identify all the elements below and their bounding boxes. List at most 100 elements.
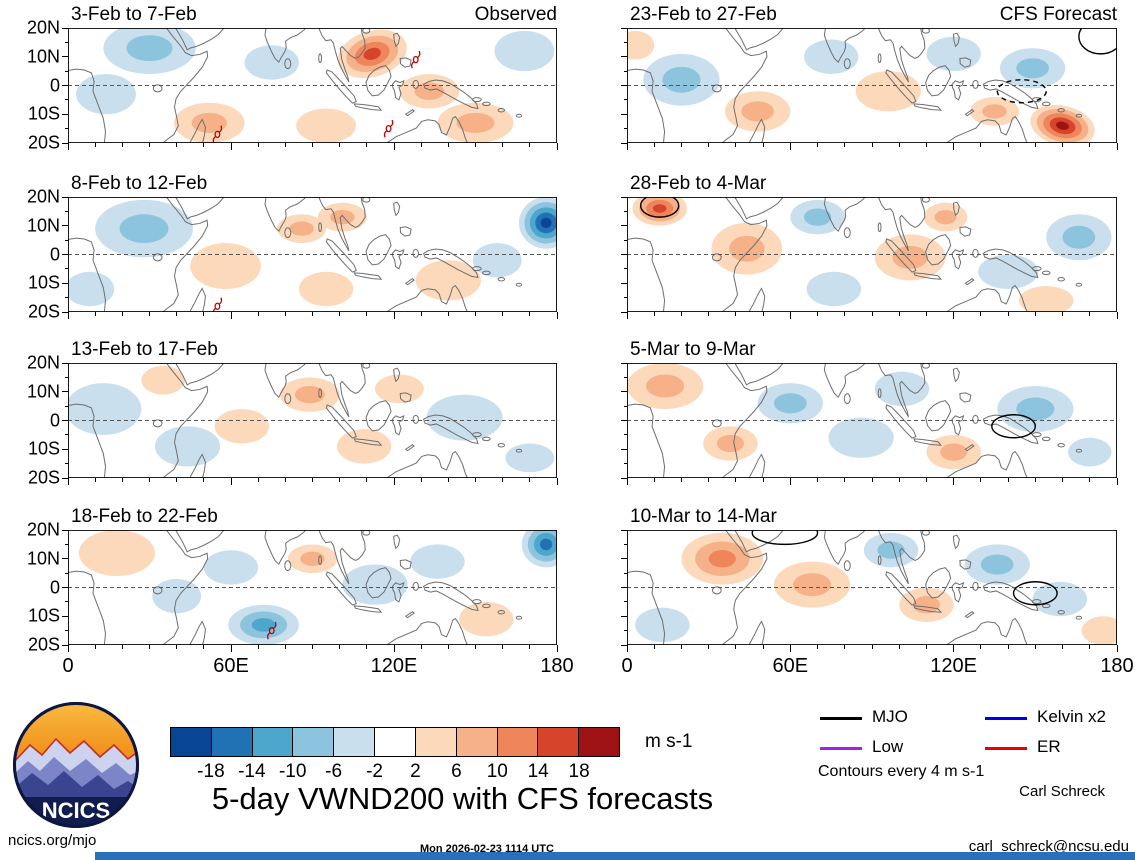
x-tick <box>176 312 178 316</box>
colorbar-level-label: -10 <box>278 761 307 782</box>
y-tick <box>65 41 68 43</box>
anomaly-contour <box>1081 616 1117 645</box>
x-tick <box>366 312 368 316</box>
coastline <box>400 227 411 236</box>
coastline <box>354 273 381 279</box>
anomaly-contour <box>934 209 957 225</box>
coastline <box>953 202 959 215</box>
coastline <box>68 571 105 645</box>
site-link[interactable]: ncics.org/mjo <box>8 832 97 849</box>
y-tick <box>621 311 627 313</box>
y-tick <box>624 268 627 270</box>
x-tick <box>230 143 232 150</box>
y-tick <box>624 210 627 212</box>
x-tick <box>680 143 682 147</box>
y-tick <box>621 420 627 421</box>
anomaly-contour <box>1016 58 1049 79</box>
coastline <box>366 66 391 96</box>
coastline <box>319 197 365 251</box>
coastline <box>926 568 951 598</box>
coastline-island <box>1032 433 1041 437</box>
x-tick <box>312 645 313 649</box>
coastline-island <box>319 556 322 565</box>
anomaly-contour <box>68 271 115 307</box>
legend-line-er <box>985 747 1027 750</box>
x-tick <box>366 478 368 482</box>
column-header: Observed <box>474 4 557 25</box>
coastline-island <box>498 611 505 614</box>
x-tick <box>393 478 395 485</box>
x-tick <box>1062 312 1064 316</box>
coastline <box>749 119 765 143</box>
logo-ridge-line <box>15 737 137 764</box>
x-tick <box>556 478 558 485</box>
y-tick <box>621 85 627 86</box>
coastline <box>392 416 403 435</box>
x-tick <box>366 143 368 147</box>
anomaly-contour <box>540 217 552 229</box>
map-panel <box>627 363 1117 478</box>
y-tick <box>62 362 68 364</box>
coastline <box>946 452 1027 478</box>
x-tick <box>257 478 259 482</box>
x-tick <box>1116 143 1118 150</box>
anomaly-contour <box>472 243 522 278</box>
colorbar-cell <box>211 728 253 756</box>
x-axis-label: 60E <box>772 655 809 677</box>
coastline-island <box>363 363 370 368</box>
coastline <box>722 530 767 645</box>
map-panel <box>68 530 557 645</box>
wave-contour <box>752 530 817 544</box>
y-tick <box>621 529 627 531</box>
y-tick <box>62 558 68 560</box>
x-tick <box>1089 478 1091 482</box>
coastline-island <box>1032 600 1041 604</box>
coastline <box>627 238 665 312</box>
anomaly-contour <box>141 365 185 395</box>
y-tick <box>62 644 68 646</box>
anomaly-contour <box>154 426 221 467</box>
y-tick <box>621 142 627 144</box>
y-tick <box>65 405 68 407</box>
coastline-island <box>473 433 482 437</box>
coastline <box>946 619 1027 645</box>
x-axis-label: 120E <box>930 655 978 677</box>
y-axis-label: 10S <box>27 103 60 124</box>
x-tick <box>680 478 682 482</box>
y-tick <box>624 41 627 43</box>
coastline-island <box>1076 114 1081 117</box>
coastline <box>400 393 411 402</box>
x-tick <box>94 312 96 316</box>
x-tick <box>475 312 476 316</box>
anomaly-contour <box>803 39 859 74</box>
y-tick <box>624 601 627 603</box>
ncics-logo: NCICS <box>11 700 141 835</box>
y-tick <box>624 239 627 241</box>
x-tick <box>653 312 655 316</box>
y-tick <box>65 99 68 101</box>
x-tick <box>817 645 819 649</box>
coastline-island <box>973 80 978 88</box>
x-tick <box>447 645 449 649</box>
coastline <box>387 286 468 312</box>
coastline <box>176 28 224 50</box>
coastline <box>914 104 941 110</box>
legend-line-low <box>820 747 862 750</box>
coastline-island <box>844 394 850 404</box>
y-tick <box>624 376 627 378</box>
x-tick <box>626 312 628 319</box>
x-tick <box>529 645 531 649</box>
coastline <box>394 368 400 381</box>
y-tick <box>621 254 627 255</box>
coastline <box>326 572 356 605</box>
y-tick <box>624 463 627 465</box>
x-tick <box>529 478 531 482</box>
coastline-island <box>973 415 978 423</box>
x-tick <box>735 645 737 649</box>
colorbar-level-label: 6 <box>451 761 462 782</box>
coastline <box>878 28 925 82</box>
coastline <box>824 530 864 564</box>
map-panel <box>627 197 1117 312</box>
coastline-island <box>1058 109 1065 112</box>
y-tick <box>621 282 627 284</box>
